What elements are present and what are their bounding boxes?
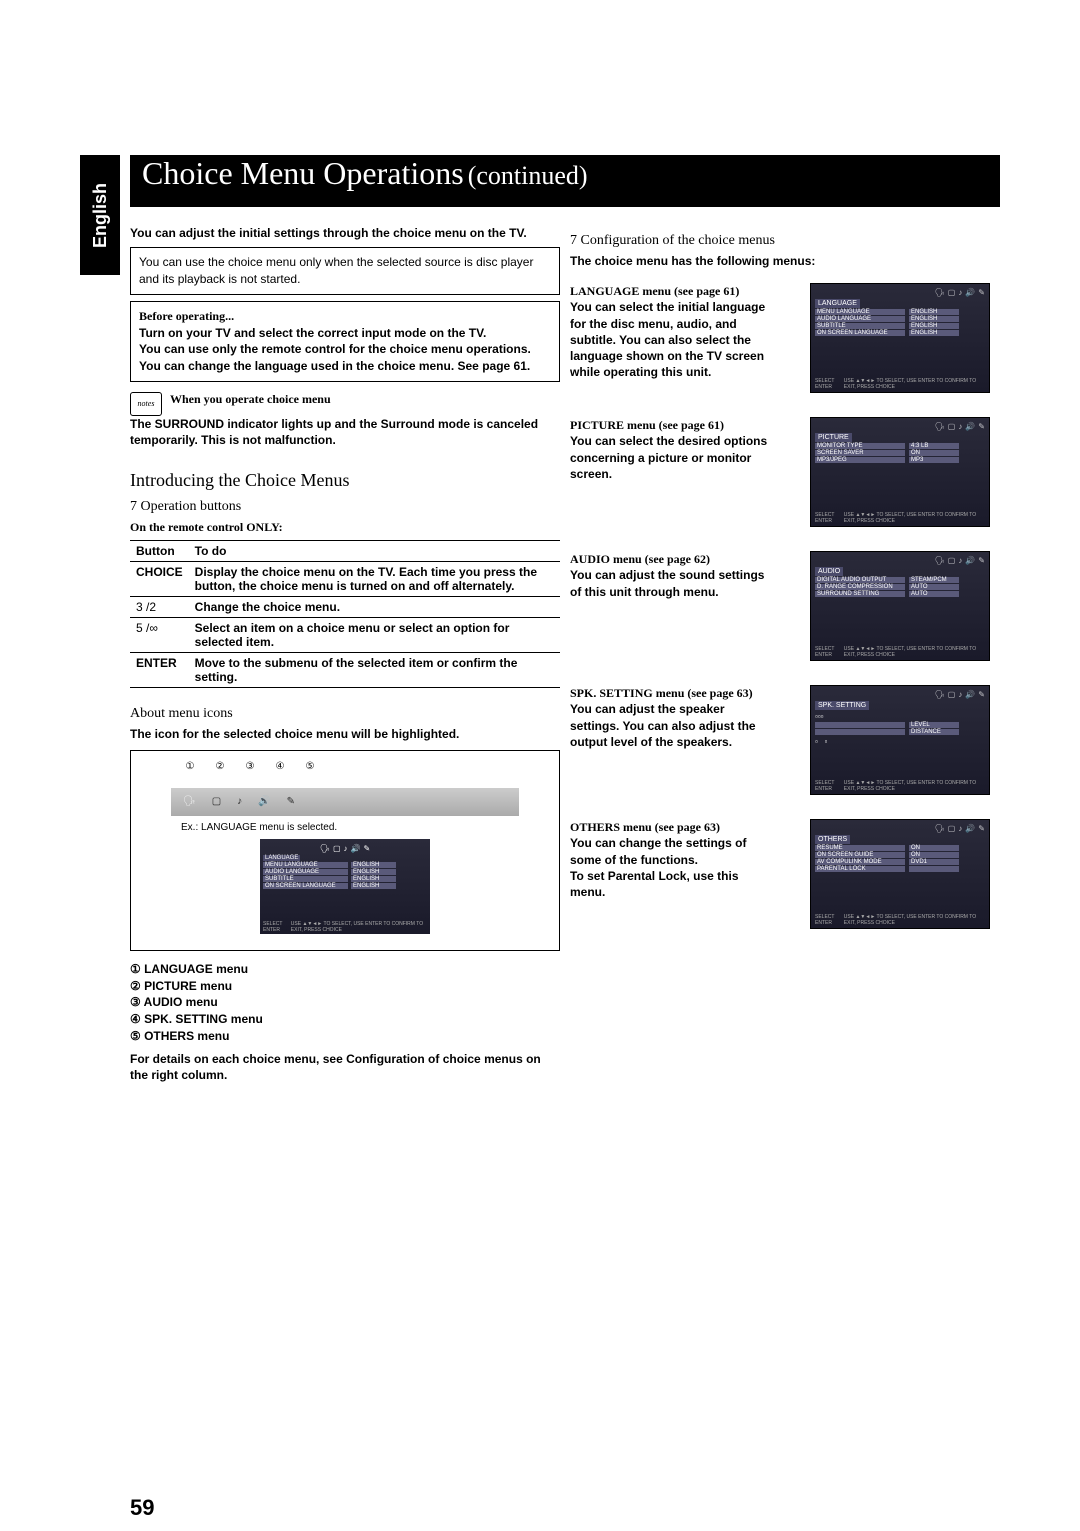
picture-panel: 🗣▢♪🔊✎ PICTURE MONITOR TYPE4:3 LB SCREEN …: [810, 417, 990, 527]
others-menu-body1: You can change the settings of some of t…: [570, 835, 770, 867]
spk-menu-body: You can adjust the speaker settings. You…: [570, 701, 770, 750]
note-box-1-text: You can use the choice menu only when th…: [139, 255, 533, 286]
spk-panel: 🗣▢♪🔊✎ SPK. SETTING ▫▫▫ LEVEL DISTANCE ▫ …: [810, 685, 990, 795]
row-enter-do: Move to the submenu of the selected item…: [189, 652, 560, 687]
th-button: Button: [130, 540, 189, 561]
page-title: Choice Menu Operations: [142, 155, 464, 192]
button-table: ButtonTo do CHOICEDisplay the choice men…: [130, 540, 560, 688]
notes-body: The SURROUND indicator lights up and the…: [130, 416, 560, 448]
diagram-caption: Ex.: LANGUAGE menu is selected.: [181, 822, 509, 833]
legend-footer: For details on each choice menu, see Con…: [130, 1051, 560, 1083]
language-tab-text: English: [90, 182, 111, 247]
row-choice-btn: CHOICE: [130, 561, 189, 596]
picture-menu-body: You can select the desired options conce…: [570, 433, 770, 482]
others-menu-body2: To set Parental Lock, use this menu.: [570, 868, 770, 900]
diagram-language-panel: 🗣▢♪🔊✎ LANGUAGE MENU LANGUAGEENGLISH AUDI…: [260, 839, 430, 934]
language-tab: English: [80, 155, 120, 275]
language-icon: 🗣: [183, 796, 196, 807]
config-intro: The choice menu has the following menus:: [570, 253, 990, 269]
about-icons-heading: About menu icons: [130, 706, 560, 722]
others-icon: ✎: [287, 796, 295, 807]
row-5-btn: 5 /∞: [130, 617, 189, 652]
page-title-bar: Choice Menu Operations (continued): [130, 155, 1000, 207]
configuration-heading: 7 Configuration of the choice menus: [570, 233, 990, 249]
audio-menu-body: You can adjust the sound settings of thi…: [570, 567, 770, 599]
row-32-btn: 3 /2: [130, 596, 189, 617]
row-32-do: Change the choice menu.: [189, 596, 560, 617]
introducing-heading: Introducing the Choice Menus: [130, 470, 560, 491]
intro-text: You can adjust the initial settings thro…: [130, 225, 560, 241]
others-panel: 🗣▢♪🔊✎ OTHERS RESUMEON ON SCREEN GUIDEON …: [810, 819, 990, 929]
page-number: 59: [130, 1495, 154, 1521]
icon-strip: 🗣 ▢ ♪ 🔊 ✎: [171, 788, 519, 816]
note-box-1: You can use the choice menu only when th…: [130, 247, 560, 295]
before-op-line3: You can change the language used in the …: [139, 358, 551, 375]
note-box-2: Before operating... Turn on your TV and …: [130, 301, 560, 382]
operation-buttons-heading: 7 Operation buttons: [130, 499, 560, 515]
legend: ① LANGUAGE menu ② PICTURE menu ③ AUDIO m…: [130, 961, 560, 1045]
row-enter-btn: ENTER: [130, 652, 189, 687]
notes-icon: notes: [130, 392, 162, 416]
before-op-line1: Turn on your TV and select the correct i…: [139, 325, 551, 342]
before-operating-heading: Before operating...: [139, 308, 551, 325]
row-5-do: Select an item on a choice menu or selec…: [189, 617, 560, 652]
audio-icon: ♪: [237, 796, 242, 807]
picture-icon: ▢: [212, 796, 221, 807]
page-title-continued: (continued): [468, 161, 588, 191]
th-todo: To do: [189, 540, 560, 561]
notes-heading: When you operate choice menu: [170, 392, 331, 407]
audio-panel: 🗣▢♪🔊✎ AUDIO DIGITAL AUDIO OUTPUTSTEAM/PC…: [810, 551, 990, 661]
row-choice-do: Display the choice menu on the TV. Each …: [189, 561, 560, 596]
icon-diagram: ①②③④⑤ 🗣 ▢ ♪ 🔊 ✎ Ex.: LANGUAGE menu is se…: [130, 750, 560, 951]
remote-only-label: On the remote control ONLY:: [130, 519, 560, 535]
speaker-icon: 🔊: [258, 796, 270, 807]
language-panel: 🗣▢♪🔊✎ LANGUAGE MENU LANGUAGEENGLISH AUDI…: [810, 283, 990, 393]
language-menu-body: You can select the initial language for …: [570, 299, 770, 380]
before-op-line2: You can use only the remote control for …: [139, 341, 551, 358]
icons-intro: The icon for the selected choice menu wi…: [130, 726, 560, 742]
